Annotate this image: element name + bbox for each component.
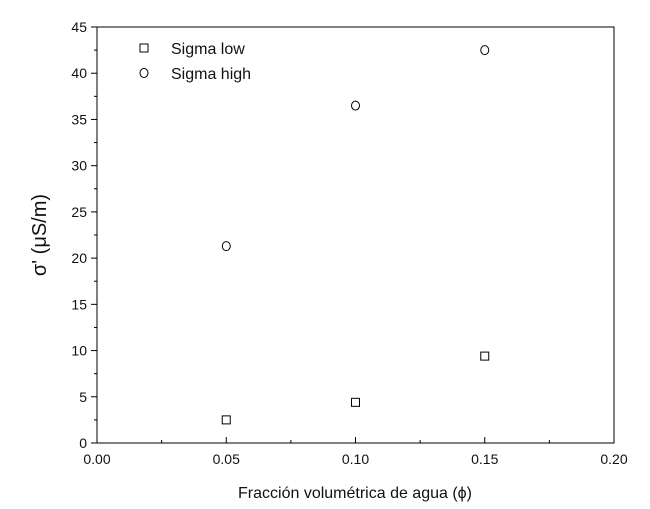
y-axis-ticks — [91, 26, 97, 444]
y-tick-label: 0 — [79, 435, 87, 451]
legend-marker — [139, 43, 149, 53]
x-tick-label: 0.20 — [600, 451, 627, 467]
sigma-low-point — [480, 351, 490, 361]
sigma-high-point — [221, 241, 231, 252]
y-tick-label: 35 — [71, 111, 87, 127]
y-axis-label: σ' (μS/m) — [29, 194, 51, 276]
y-tick-label: 25 — [71, 204, 87, 220]
y-tick-label: 45 — [71, 19, 87, 35]
sigma-high-point — [351, 100, 360, 111]
sigma-low-point — [351, 397, 360, 407]
legend-label: Sigma high — [171, 66, 251, 83]
y-tick-label: 40 — [71, 65, 87, 81]
x-axis-tick-labels: 0.00 0.05 0.10 0.15 0.20 — [83, 451, 627, 467]
x-axis-label: Fracción volumétrica de agua (ϕ) — [238, 485, 472, 502]
y-tick-label: 5 — [79, 389, 87, 405]
legend-label: Sigma low — [171, 41, 245, 58]
y-tick-label: 20 — [71, 250, 87, 266]
y-tick-label: 10 — [71, 343, 87, 359]
sigma-low-point — [221, 415, 231, 425]
legend: Sigma low Sigma high — [139, 41, 251, 83]
x-tick-label: 0.10 — [342, 451, 369, 467]
y-axis-tick-labels: 0 5 10 15 20 25 30 35 40 45 — [71, 19, 87, 451]
x-tick-label: 0.05 — [213, 451, 240, 467]
legend-marker — [139, 68, 149, 78]
x-tick-label: 0.15 — [471, 451, 498, 467]
y-tick-label: 30 — [71, 158, 87, 174]
data-points — [221, 45, 490, 425]
y-tick-label: 15 — [71, 296, 87, 312]
sigma-high-point — [480, 45, 490, 56]
x-tick-label: 0.00 — [83, 451, 110, 467]
plot-frame — [96, 26, 615, 444]
x-axis-ticks — [96, 437, 615, 443]
